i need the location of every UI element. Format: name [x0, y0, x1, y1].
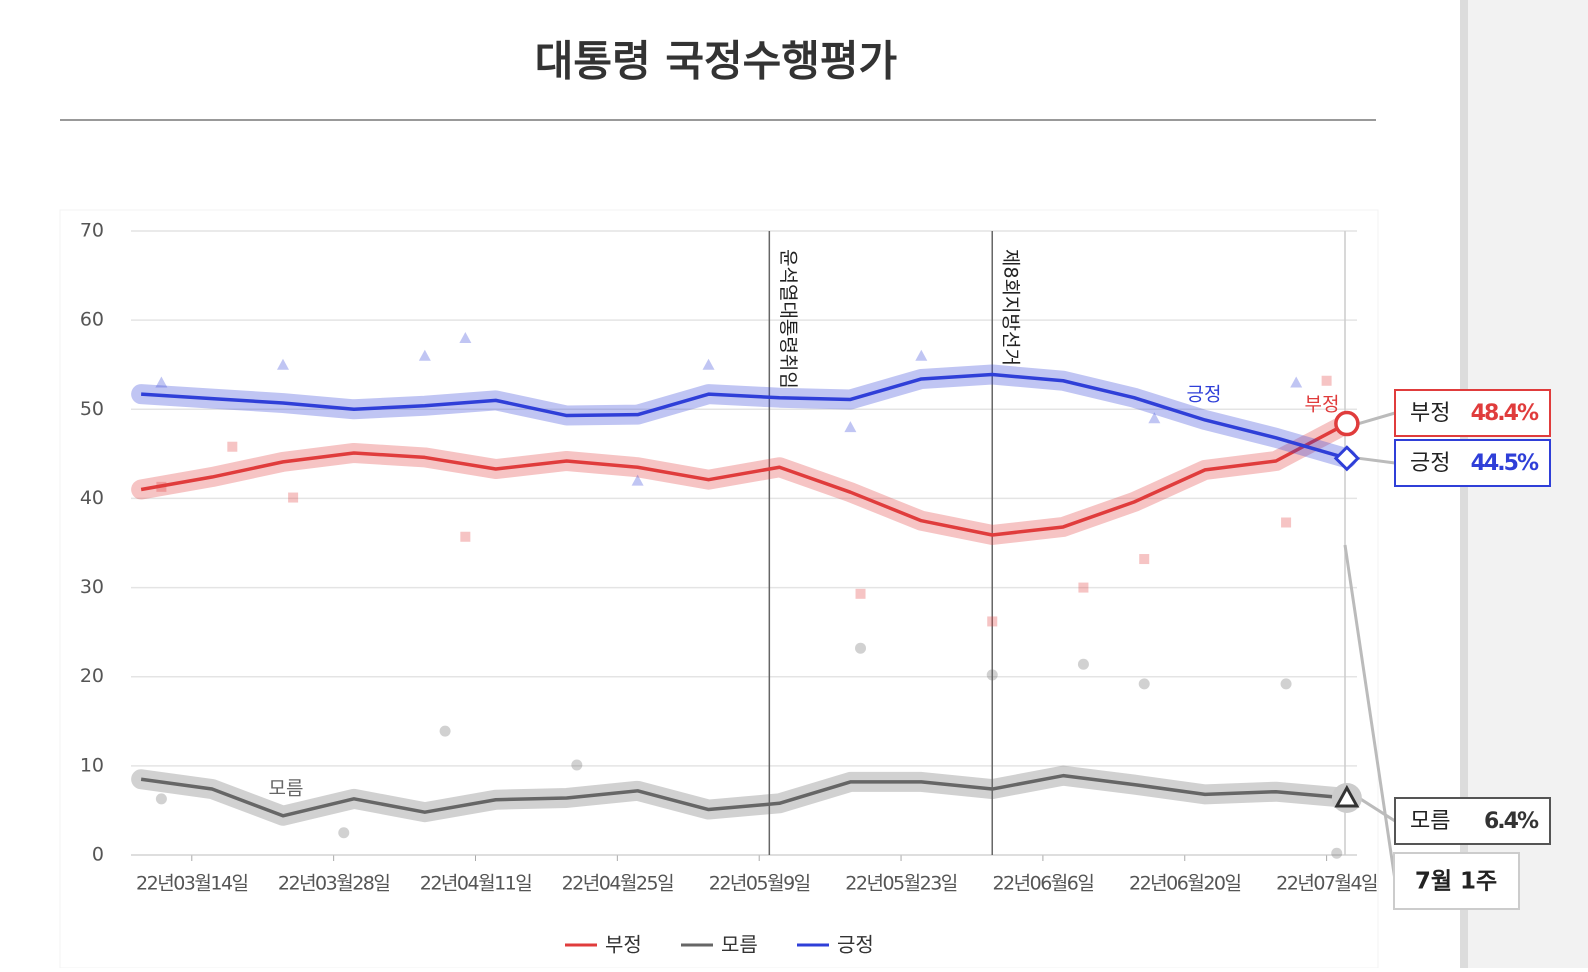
series-label: 부정 [1305, 394, 1340, 416]
event-label: 제8회지방선거 [1000, 249, 1022, 366]
x-tick-label: 22년06월20일 [1129, 873, 1240, 895]
x-tick-label: 22년03월14일 [136, 873, 247, 895]
scatter-point [915, 349, 928, 361]
scatter-point [571, 759, 583, 771]
scatter-point [1138, 678, 1150, 690]
x-tick-label: 22년05월9일 [709, 873, 810, 895]
scatter-point [418, 349, 431, 361]
legend-label: 모름 [721, 933, 758, 957]
scatter-point [1290, 376, 1303, 388]
y-tick-label: 70 [80, 220, 104, 242]
y-tick-label: 0 [92, 844, 104, 866]
callout-name: 모름 [1410, 809, 1450, 834]
y-tick-label: 60 [80, 309, 104, 331]
plot-card [59, 209, 1379, 969]
end-marker [1334, 410, 1360, 437]
scatter-point [855, 642, 867, 654]
y-tick-label: 20 [80, 665, 104, 687]
scatter-point [1078, 582, 1089, 593]
series-label: 모름 [269, 778, 304, 800]
callout-value: 48.4% [1471, 401, 1539, 426]
trend-line [140, 422, 1348, 537]
scatter-point [1321, 375, 1332, 386]
callout-value: 6.4% [1484, 809, 1539, 834]
scatter-point [987, 616, 998, 627]
callout-box [1394, 797, 1551, 845]
callout-box [1394, 439, 1551, 487]
scatter-point [1331, 847, 1343, 859]
scatter-point [460, 531, 471, 542]
y-tick-label: 10 [80, 754, 104, 776]
scatter-point [155, 376, 168, 388]
scatter-point [844, 421, 857, 433]
callout-line [1343, 544, 1397, 881]
scatter-point [227, 441, 238, 452]
scatter-point [1280, 678, 1292, 690]
scatter-point [1077, 658, 1089, 670]
callout-line [1358, 796, 1396, 823]
legend-label: 긍정 [837, 933, 874, 957]
legend-label: 부정 [605, 933, 642, 957]
scatter-point [155, 793, 167, 805]
scatter-point [702, 358, 715, 370]
scatter-point [986, 669, 998, 681]
end-marker [1333, 445, 1360, 472]
scatter-point [1281, 517, 1292, 528]
scatter-point [276, 358, 289, 370]
trend-line [141, 372, 1348, 460]
callout-box [1394, 389, 1551, 437]
x-tick-label: 22년06월6일 [992, 873, 1093, 895]
callout-name: 긍정 [1410, 451, 1450, 476]
period-box [1393, 852, 1520, 910]
chart-title: 대통령 국정수행평가 [535, 37, 897, 86]
x-tick-label: 22년07월4일 [1276, 873, 1377, 895]
scatter-point [338, 827, 350, 839]
scatter-point [855, 588, 866, 599]
series-label: 긍정 [1187, 384, 1222, 406]
y-tick-label: 50 [80, 398, 104, 420]
y-tick-label: 30 [80, 576, 104, 598]
scatter-point [1148, 412, 1161, 424]
scatter-point [631, 474, 644, 486]
scatter-point [1139, 554, 1150, 565]
period-label: 7월 1주 [1415, 869, 1497, 895]
trend-line [140, 773, 1348, 818]
scatter-point [288, 492, 299, 503]
x-tick-label: 22년03월28일 [278, 873, 389, 895]
x-tick-label: 22년05월23일 [845, 873, 956, 895]
event-label: 윤석열대통령취임 [777, 249, 799, 389]
x-tick-label: 22년04월11일 [420, 873, 531, 895]
scatter-point [439, 725, 451, 737]
callout-value: 44.5% [1471, 451, 1539, 476]
y-tick-label: 40 [80, 487, 104, 509]
callout-name: 부정 [1410, 401, 1450, 426]
callout-line [1358, 456, 1396, 465]
end-marker [1334, 784, 1360, 808]
callout-line [1358, 411, 1396, 425]
scatter-point [459, 331, 472, 343]
x-tick-label: 22년04월25일 [562, 873, 673, 895]
